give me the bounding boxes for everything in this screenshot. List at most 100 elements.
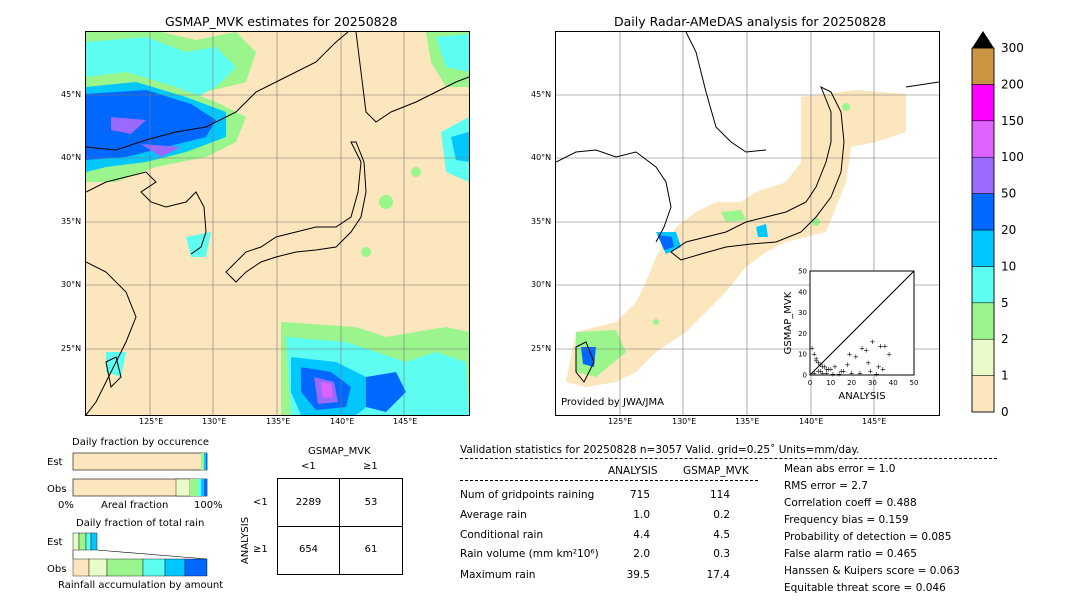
scatter-point: + bbox=[867, 367, 873, 375]
scatter-point: + bbox=[886, 351, 892, 359]
stat-row-gsmap: 17.4 bbox=[706, 569, 730, 581]
scatter-point: + bbox=[857, 369, 863, 377]
left-lat-label: 30°N bbox=[61, 280, 82, 289]
scatter-ytick: 50 bbox=[798, 268, 807, 276]
occ-axis-mid: Areal fraction bbox=[101, 500, 169, 511]
score-far: False alarm ratio = 0.465 bbox=[784, 548, 917, 560]
left-map-rain-field bbox=[86, 32, 469, 415]
colorbar-segment bbox=[971, 193, 995, 231]
scatter-point: + bbox=[859, 344, 865, 352]
right-map-rain-field bbox=[566, 90, 906, 387]
left-lon-label: 140°E bbox=[330, 417, 355, 426]
scatter-ytick: 20 bbox=[798, 330, 807, 338]
scatter-ytick: 40 bbox=[798, 288, 807, 296]
scatter-point: + bbox=[880, 365, 886, 373]
right-map-canvas bbox=[556, 32, 939, 415]
occ-axis-right: 100% bbox=[194, 500, 223, 511]
right-map-title: Daily Radar-AMeDAS analysis for 20250828 bbox=[614, 14, 887, 29]
contingency-cell: 654 bbox=[298, 544, 319, 555]
right-lat-label: 30°N bbox=[531, 280, 552, 289]
col-gsmap-header: GSMAP_MVK bbox=[683, 465, 749, 477]
fraction-rain-title: Daily fraction of total rain bbox=[76, 518, 205, 529]
stat-row-label: Rain volume (mm km²10⁶) bbox=[460, 548, 599, 560]
occ-obs-label: Obs bbox=[47, 484, 67, 495]
left-lon-label: 145°E bbox=[393, 417, 418, 426]
scatter-point: + bbox=[828, 365, 834, 373]
contingency-cell: 2289 bbox=[295, 497, 322, 508]
scatter-point: + bbox=[845, 361, 851, 369]
scatter-point: + bbox=[815, 359, 821, 367]
colorbar-segment bbox=[971, 229, 995, 267]
scatter-xtick: 40 bbox=[889, 379, 898, 387]
colorbar-labels: 0 1 2 5 10 20 50 100 150 200 300 bbox=[1001, 41, 1024, 419]
contingency-grid: 2289 53 654 61 bbox=[277, 478, 403, 575]
right-lat-label: 25°N bbox=[531, 344, 552, 353]
colorbar-segment bbox=[971, 120, 995, 158]
left-lon-label: 135°E bbox=[266, 417, 291, 426]
left-lat-label: 25°N bbox=[61, 344, 82, 353]
score-hk: Hanssen & Kuipers score = 0.063 bbox=[784, 565, 960, 577]
contingency-cell: 61 bbox=[364, 544, 378, 555]
right-lat-label: 40°N bbox=[531, 153, 552, 162]
score-pod: Probability of detection = 0.085 bbox=[784, 531, 952, 543]
scatter-points: ++++++++++++++++++++++++ ++++++ + + +++ ++ bbox=[809, 338, 892, 378]
colorbar-label: 0 bbox=[1001, 405, 1009, 419]
scatter-xtick: 0 bbox=[808, 379, 812, 387]
contingency-row-lt: <1 bbox=[253, 497, 268, 508]
scatter-point: + bbox=[820, 363, 826, 371]
scatter-point: + bbox=[809, 344, 815, 352]
contingency-row-ge: ≥1 bbox=[253, 544, 268, 555]
contingency-side-label: ANALYSIS bbox=[240, 516, 252, 565]
stat-row-analysis: 1.0 bbox=[633, 509, 650, 521]
scatter-xticks: 0 10 20 30 40 50 bbox=[808, 379, 919, 387]
scatter-point: + bbox=[853, 353, 859, 361]
scatter-point: + bbox=[863, 347, 869, 355]
scatter-ylabel: GSMAP_MVK bbox=[783, 291, 794, 354]
colorbar-label: 2 bbox=[1001, 332, 1009, 346]
fraction-occurrence-title: Daily fraction by occurence bbox=[72, 437, 210, 448]
score-mean-abs-error: Mean abs error = 1.0 bbox=[784, 463, 896, 475]
scatter-xlabel: ANALYSIS bbox=[838, 391, 885, 402]
occurrence-bars bbox=[72, 452, 208, 497]
score-rms-error: RMS error = 2.7 bbox=[784, 480, 868, 492]
scatter-ytick: 30 bbox=[798, 309, 807, 317]
colorbar-label: 1 bbox=[1001, 369, 1009, 383]
scatter-point: + bbox=[811, 351, 817, 359]
colorbar-label: 100 bbox=[1001, 150, 1024, 164]
scatter-point: + bbox=[826, 365, 832, 373]
scatter-point: + bbox=[838, 367, 844, 375]
colorbar-segment bbox=[971, 338, 995, 376]
scatter-point: + bbox=[876, 363, 882, 371]
scatter-xtick: 50 bbox=[910, 379, 919, 387]
left-map-coastline bbox=[86, 32, 469, 415]
scatter-ytick: 0 bbox=[803, 372, 807, 380]
colorbar-segment bbox=[971, 302, 995, 340]
right-lon-label: 135°E bbox=[735, 417, 760, 426]
rain-est-label: Est bbox=[47, 537, 63, 548]
stat-row-analysis: 4.4 bbox=[633, 529, 650, 541]
right-map-coastline bbox=[556, 32, 939, 383]
right-lat-label: 45°N bbox=[531, 90, 552, 99]
right-lat-label: 35°N bbox=[531, 217, 552, 226]
colorbar-label: 150 bbox=[1001, 114, 1024, 128]
validation-table-divider bbox=[460, 480, 758, 481]
scatter-point: + bbox=[824, 365, 830, 373]
scatter-point: + bbox=[813, 355, 819, 363]
colorbar-segment bbox=[971, 156, 995, 194]
scatter-point: + bbox=[824, 369, 830, 377]
scatter-point: + bbox=[865, 359, 871, 367]
right-lon-label: 130°E bbox=[672, 417, 697, 426]
colorbar-label: 5 bbox=[1001, 296, 1009, 310]
left-map-title: GSMAP_MVK estimates for 20250828 bbox=[165, 14, 398, 29]
data-credit: Provided by JWA/JMA bbox=[561, 397, 664, 408]
scatter-yticks: 0 10 20 30 40 50 bbox=[798, 268, 807, 380]
scatter-point: + bbox=[817, 367, 823, 375]
colorbar-label: 50 bbox=[1001, 187, 1016, 201]
scatter-point: + bbox=[847, 351, 853, 359]
scatter-point: + bbox=[830, 370, 836, 378]
scatter-point: + bbox=[815, 367, 821, 375]
rain-axis-label: Rainfall accumulation by amount bbox=[58, 580, 224, 591]
occ-est-label: Est bbox=[47, 457, 63, 468]
stat-row-label: Num of gridpoints raining bbox=[460, 489, 595, 501]
contingency-top-label: GSMAP_MVK bbox=[308, 446, 371, 457]
